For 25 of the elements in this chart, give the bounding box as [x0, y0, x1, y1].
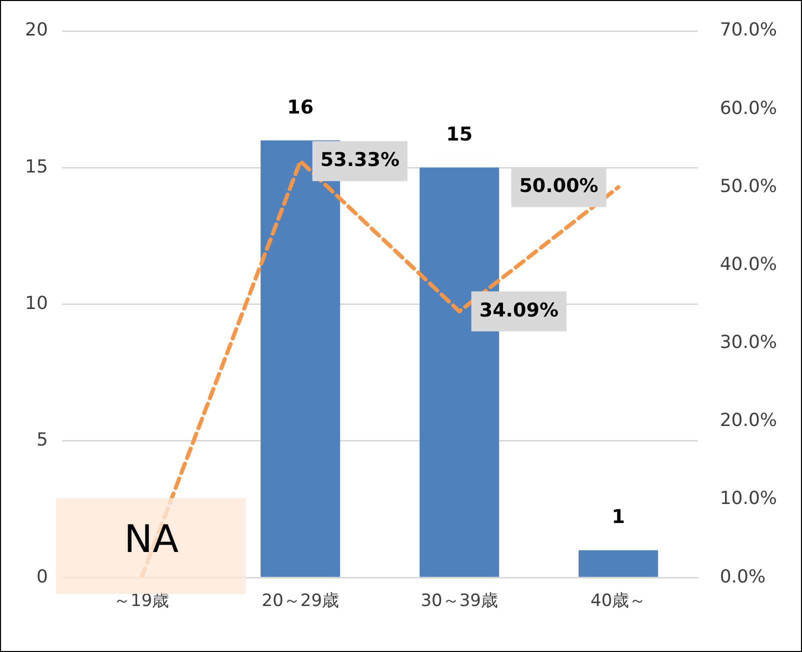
y-tick-label: 15	[25, 156, 48, 178]
x-tick-label: 20～29歳	[262, 591, 340, 612]
data-label: 15	[446, 124, 473, 146]
y-tick-label: 20	[25, 20, 48, 41]
y2-tick-label: 40.0%	[720, 254, 778, 275]
y2-tick-label: 20.0%	[720, 410, 778, 432]
data-label: 50.00%	[519, 175, 598, 198]
data-label: 53.33%	[320, 149, 400, 172]
y2-tick-label: 50.0%	[720, 176, 778, 197]
y2-tick-label: 0.0%	[720, 566, 766, 588]
y-tick-label: 0	[36, 566, 48, 588]
y-tick-label: 5	[36, 430, 48, 451]
data-label: 16	[287, 96, 314, 118]
y2-tick-label: 60.0%	[720, 98, 778, 119]
y-tick-label: 10	[25, 292, 48, 314]
annotation: NA	[124, 516, 179, 561]
x-tick-label: ～19歳	[114, 591, 170, 612]
y2-tick-label: 30.0%	[720, 332, 778, 354]
y2-tick-label: 70.0%	[720, 20, 778, 41]
data-label: 1	[612, 506, 625, 528]
x-tick-label: 30～39歳	[420, 591, 498, 612]
x-tick-label: 40歳～	[590, 591, 646, 612]
y2-tick-label: 10.0%	[720, 488, 778, 510]
bar	[578, 550, 658, 577]
data-label: 34.09%	[479, 299, 558, 322]
